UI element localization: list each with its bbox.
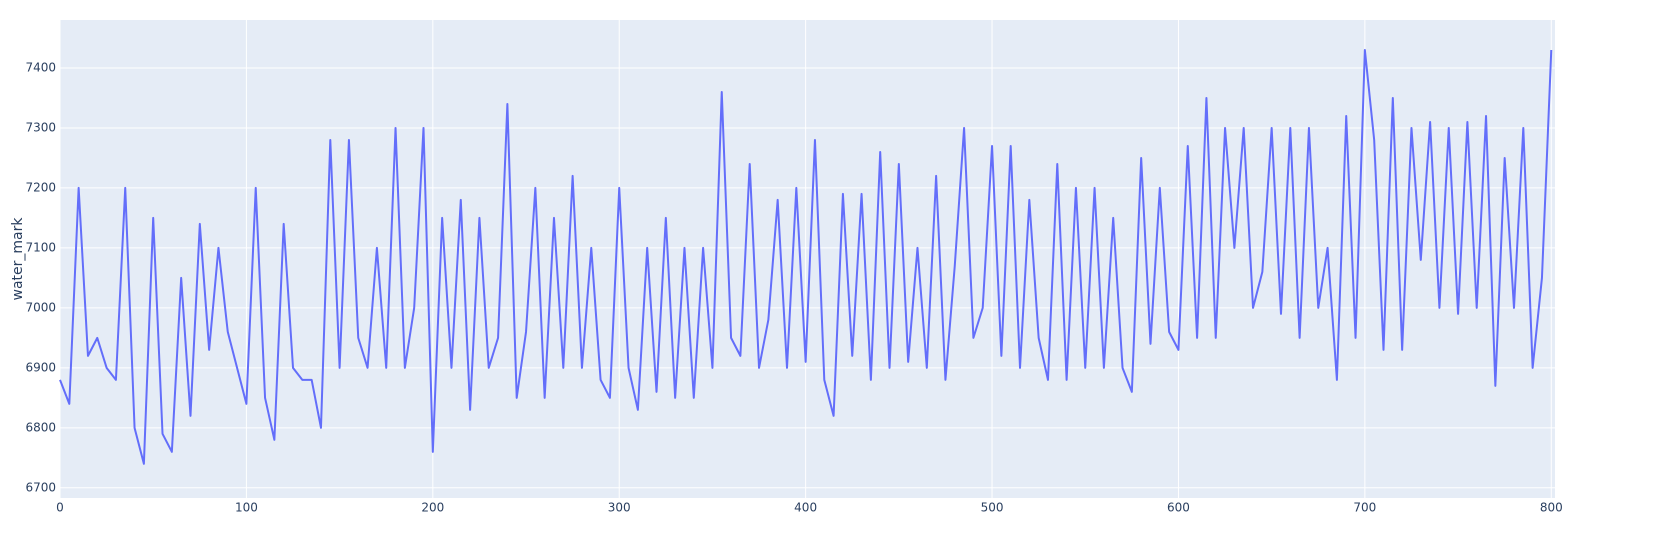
x-tick-label: 300: [608, 501, 631, 515]
plot-area: [60, 20, 1555, 498]
x-tick-label: 700: [1353, 501, 1376, 515]
y-tick-label: 6700: [25, 480, 56, 494]
x-tick-label: 100: [235, 501, 258, 515]
y-tick-label: 7200: [25, 180, 56, 194]
x-tick-label: 600: [1167, 501, 1190, 515]
x-tick-label: 0: [56, 501, 64, 515]
y-tick-label: 7100: [25, 240, 56, 254]
y-tick-label: 7000: [25, 300, 56, 314]
x-tick-label: 200: [421, 501, 444, 515]
x-tick-label: 500: [981, 501, 1004, 515]
y-tick-label: 7400: [25, 60, 56, 74]
y-tick-label: 6900: [25, 360, 56, 374]
x-tick-label: 800: [1540, 501, 1563, 515]
y-axis-title: water_mark: [10, 217, 26, 301]
y-tick-label: 7300: [25, 120, 56, 134]
data-line: [59, 48, 1553, 465]
x-tick-label: 400: [794, 501, 817, 515]
y-tick-label: 6800: [25, 420, 56, 434]
